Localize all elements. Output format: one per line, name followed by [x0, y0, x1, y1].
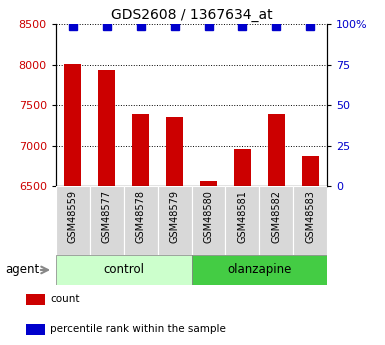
Bar — [132, 114, 149, 186]
Bar — [26, 324, 45, 335]
Title: GDS2608 / 1367634_at: GDS2608 / 1367634_at — [111, 8, 272, 22]
Text: percentile rank within the sample: percentile rank within the sample — [50, 324, 226, 334]
Bar — [268, 114, 285, 186]
Text: GSM48559: GSM48559 — [68, 190, 78, 243]
Bar — [226, 186, 259, 255]
Bar — [90, 186, 124, 255]
Text: agent: agent — [5, 263, 40, 276]
Text: GSM48580: GSM48580 — [204, 190, 214, 243]
Bar — [64, 64, 81, 186]
Text: count: count — [50, 294, 80, 304]
Bar — [157, 186, 192, 255]
Bar — [192, 186, 226, 255]
Bar — [259, 186, 293, 255]
Bar — [98, 70, 115, 186]
Bar — [302, 156, 319, 186]
Text: GSM48577: GSM48577 — [102, 190, 112, 243]
Bar — [234, 149, 251, 186]
Bar — [56, 186, 90, 255]
Bar — [26, 294, 45, 305]
Bar — [166, 117, 183, 186]
Bar — [56, 255, 192, 285]
Text: GSM48582: GSM48582 — [271, 190, 281, 243]
Bar — [200, 181, 217, 186]
Text: control: control — [103, 264, 144, 276]
Text: GSM48578: GSM48578 — [136, 190, 146, 243]
Text: GSM48579: GSM48579 — [169, 190, 179, 243]
Bar — [192, 255, 327, 285]
Text: GSM48581: GSM48581 — [238, 190, 248, 243]
Text: GSM48583: GSM48583 — [305, 190, 315, 243]
Bar — [293, 186, 327, 255]
Text: olanzapine: olanzapine — [227, 264, 291, 276]
Bar — [124, 186, 157, 255]
